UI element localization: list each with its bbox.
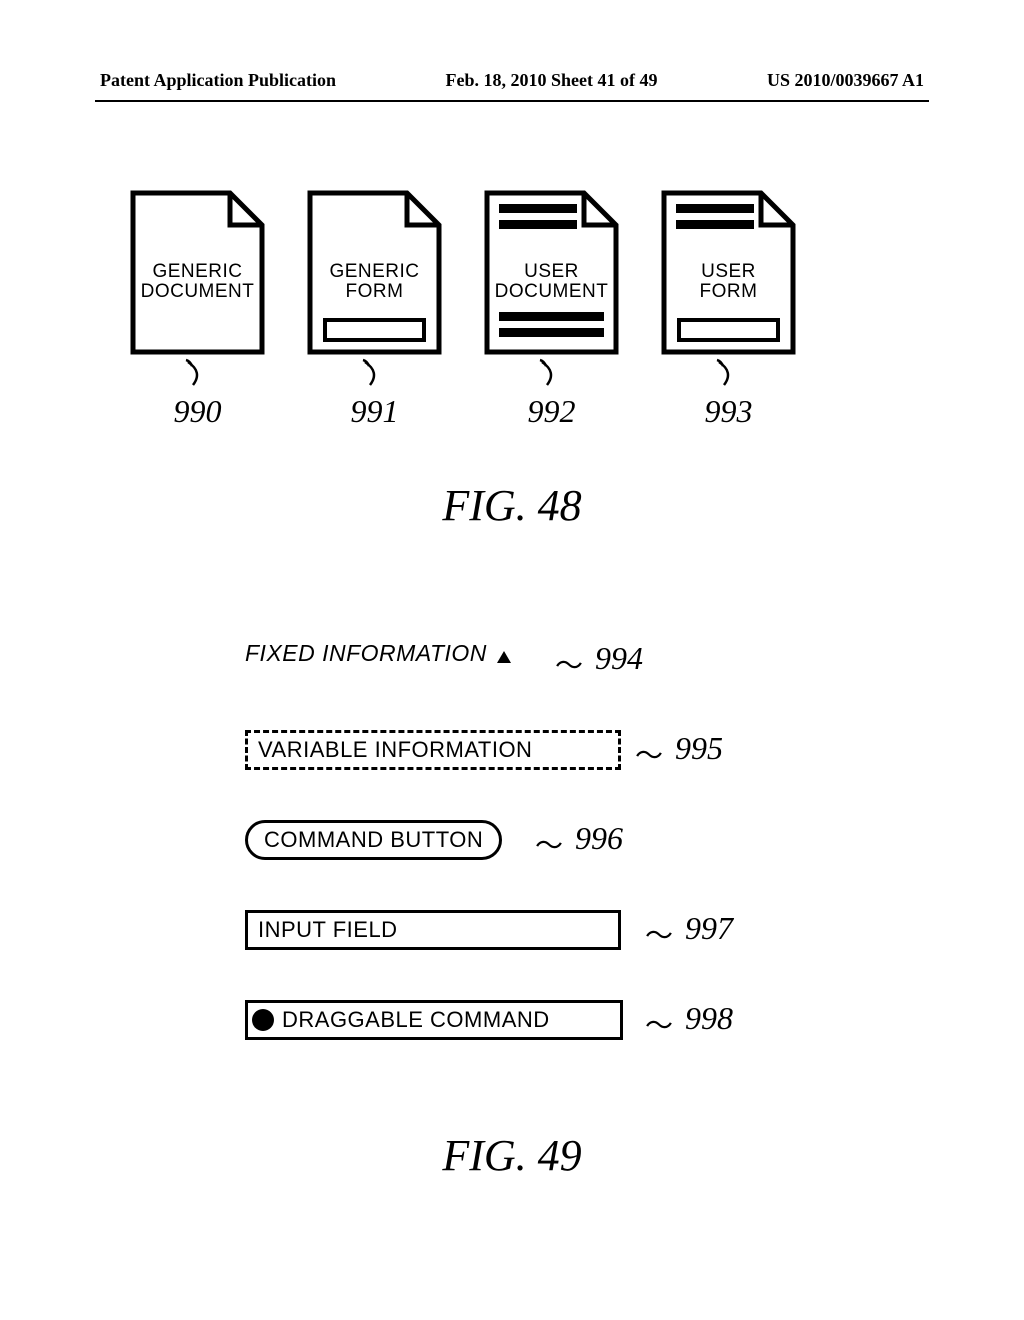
- input-field-box: INPUT FIELD: [245, 910, 621, 950]
- figure-48: GENERIC DOCUMENT 990 GENERIC FORM: [130, 190, 850, 430]
- command-button-label: COMMAND BUTTON: [264, 827, 483, 852]
- document-icon: USER FORM: [661, 190, 796, 355]
- input-field-row: INPUT FIELD ～ 997: [245, 910, 785, 952]
- doc-generic-form: GENERIC FORM 991: [307, 190, 442, 430]
- draggable-command-box: DRAGGABLE COMMAND: [245, 1000, 623, 1040]
- figure-49-caption: FIG. 49: [0, 1130, 1024, 1181]
- reference-number: 996: [575, 820, 623, 857]
- figure-49: FIXED INFORMATION ～ 994 VARIABLE INFORMA…: [245, 640, 785, 1090]
- input-field-label: INPUT FIELD: [258, 917, 398, 942]
- variable-information-box: VARIABLE INFORMATION: [245, 730, 621, 770]
- reference-number: 998: [685, 1000, 733, 1037]
- leader-tilde-icon: ～: [535, 824, 563, 864]
- figure-48-caption: FIG. 48: [0, 480, 1024, 531]
- fixed-information-label: FIXED INFORMATION: [245, 640, 487, 666]
- leader-tilde-icon: ～: [635, 734, 663, 774]
- header-patent-number: US 2010/0039667 A1: [767, 70, 924, 91]
- leader-tilde-icon: ～: [555, 644, 583, 684]
- doc-generic-document: GENERIC DOCUMENT 990: [130, 190, 265, 430]
- reference-number: 990: [174, 393, 222, 430]
- leader-line-icon: [345, 357, 405, 397]
- document-icon: GENERIC DOCUMENT: [130, 190, 265, 355]
- draggable-command-label: DRAGGABLE COMMAND: [282, 1007, 550, 1033]
- patent-figure-page: Patent Application Publication Feb. 18, …: [0, 0, 1024, 1320]
- command-button: COMMAND BUTTON: [245, 820, 502, 860]
- document-label: GENERIC FORM: [307, 262, 442, 302]
- draggable-command-row: DRAGGABLE COMMAND ～ 998: [245, 1000, 785, 1042]
- doc-user-form: USER FORM 993: [661, 190, 796, 430]
- header-sheet-info: Feb. 18, 2010 Sheet 41 of 49: [446, 70, 658, 91]
- document-icon: USER DOCUMENT: [484, 190, 619, 355]
- variable-information-label: VARIABLE INFORMATION: [258, 737, 532, 762]
- drag-handle-icon: [252, 1009, 274, 1031]
- command-button-row: COMMAND BUTTON ～ 996: [245, 820, 785, 862]
- leader-tilde-icon: ～: [645, 914, 673, 954]
- reference-number: 991: [351, 393, 399, 430]
- document-label: USER FORM: [661, 262, 796, 302]
- document-icon: GENERIC FORM: [307, 190, 442, 355]
- leader-tilde-icon: ～: [645, 1004, 673, 1044]
- page-header: Patent Application Publication Feb. 18, …: [100, 70, 924, 91]
- reference-number: 995: [675, 730, 723, 767]
- triangle-marker-icon: [497, 651, 511, 663]
- document-label: USER DOCUMENT: [484, 262, 619, 302]
- header-publication: Patent Application Publication: [100, 70, 336, 91]
- reference-number: 994: [595, 640, 643, 677]
- leader-line-icon: [522, 357, 582, 397]
- reference-number: 993: [705, 393, 753, 430]
- document-label: GENERIC DOCUMENT: [130, 262, 265, 302]
- fixed-information-row: FIXED INFORMATION ～ 994: [245, 640, 785, 682]
- leader-line-icon: [168, 357, 228, 397]
- document-icon-row: GENERIC DOCUMENT 990 GENERIC FORM: [130, 190, 850, 430]
- doc-user-document: USER DOCUMENT 992: [484, 190, 619, 430]
- reference-number: 997: [685, 910, 733, 947]
- reference-number: 992: [528, 393, 576, 430]
- leader-line-icon: [699, 357, 759, 397]
- header-rule: [95, 100, 929, 102]
- variable-information-row: VARIABLE INFORMATION ～ 995: [245, 730, 785, 772]
